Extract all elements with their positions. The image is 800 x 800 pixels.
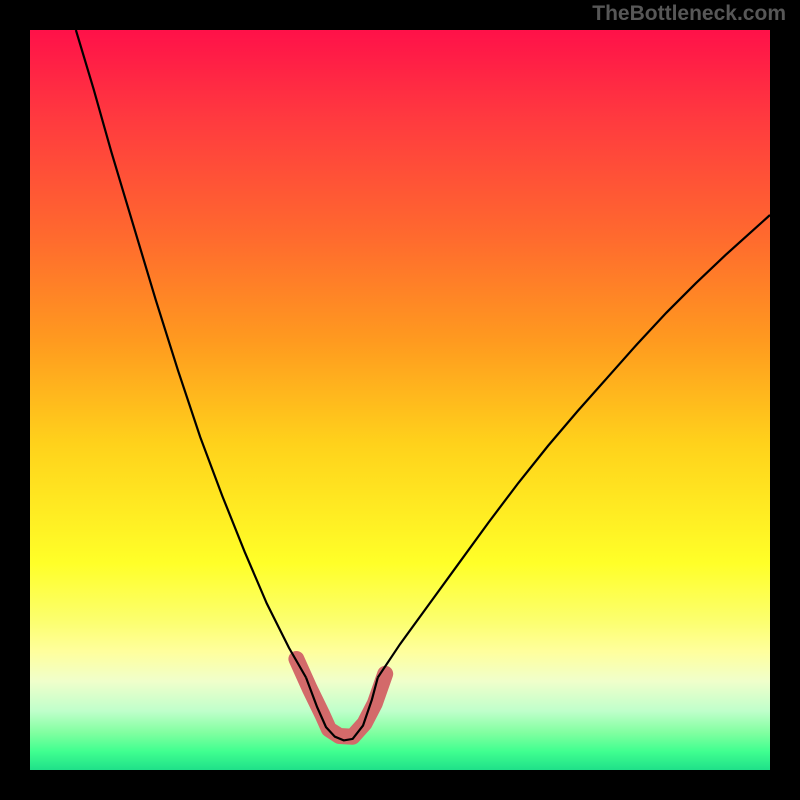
- chart-svg: [30, 30, 770, 770]
- plot-area: [30, 30, 770, 770]
- curve-left-branch: [76, 30, 306, 678]
- curve-right-branch: [378, 215, 770, 678]
- watermark-text: TheBottleneck.com: [592, 2, 786, 26]
